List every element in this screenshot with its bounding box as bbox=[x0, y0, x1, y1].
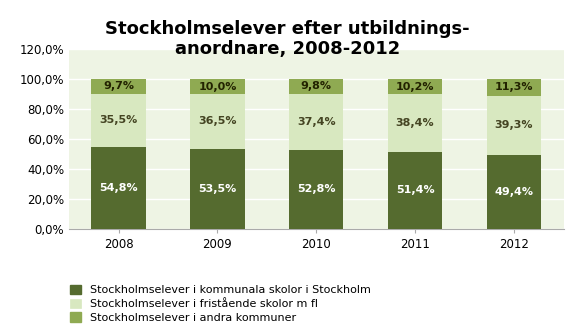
Legend: Stockholmselever i kommunala skolor i Stockholm, Stockholmselever i fristående s: Stockholmselever i kommunala skolor i St… bbox=[70, 285, 370, 323]
Text: 54,8%: 54,8% bbox=[99, 183, 138, 193]
Text: 39,3%: 39,3% bbox=[494, 120, 533, 130]
Text: 35,5%: 35,5% bbox=[99, 115, 138, 125]
Bar bbox=[289, 94, 343, 150]
Text: 36,5%: 36,5% bbox=[198, 116, 237, 126]
Text: 11,3%: 11,3% bbox=[494, 82, 533, 93]
Bar bbox=[91, 79, 146, 94]
Text: 37,4%: 37,4% bbox=[297, 117, 336, 127]
Bar bbox=[388, 79, 442, 94]
Bar bbox=[388, 94, 442, 152]
Text: Stockholmselever efter utbildnings-
anordnare, 2008-2012: Stockholmselever efter utbildnings- anor… bbox=[105, 20, 470, 59]
Bar bbox=[190, 94, 244, 149]
Bar bbox=[91, 94, 146, 147]
Bar bbox=[91, 147, 146, 229]
Bar bbox=[289, 79, 343, 94]
Text: 9,8%: 9,8% bbox=[301, 81, 332, 91]
Bar bbox=[486, 96, 541, 155]
Text: 38,4%: 38,4% bbox=[396, 118, 434, 128]
Bar bbox=[486, 155, 541, 229]
Text: 51,4%: 51,4% bbox=[396, 185, 434, 195]
Text: 10,0%: 10,0% bbox=[198, 81, 237, 92]
Bar bbox=[388, 152, 442, 229]
Text: 10,2%: 10,2% bbox=[396, 82, 434, 92]
Bar bbox=[190, 79, 244, 94]
Text: 53,5%: 53,5% bbox=[198, 184, 236, 194]
Text: 9,7%: 9,7% bbox=[103, 81, 134, 91]
Bar bbox=[190, 149, 244, 229]
Bar bbox=[486, 79, 541, 96]
Text: 52,8%: 52,8% bbox=[297, 184, 335, 194]
Bar bbox=[289, 150, 343, 229]
Text: 49,4%: 49,4% bbox=[494, 187, 534, 197]
